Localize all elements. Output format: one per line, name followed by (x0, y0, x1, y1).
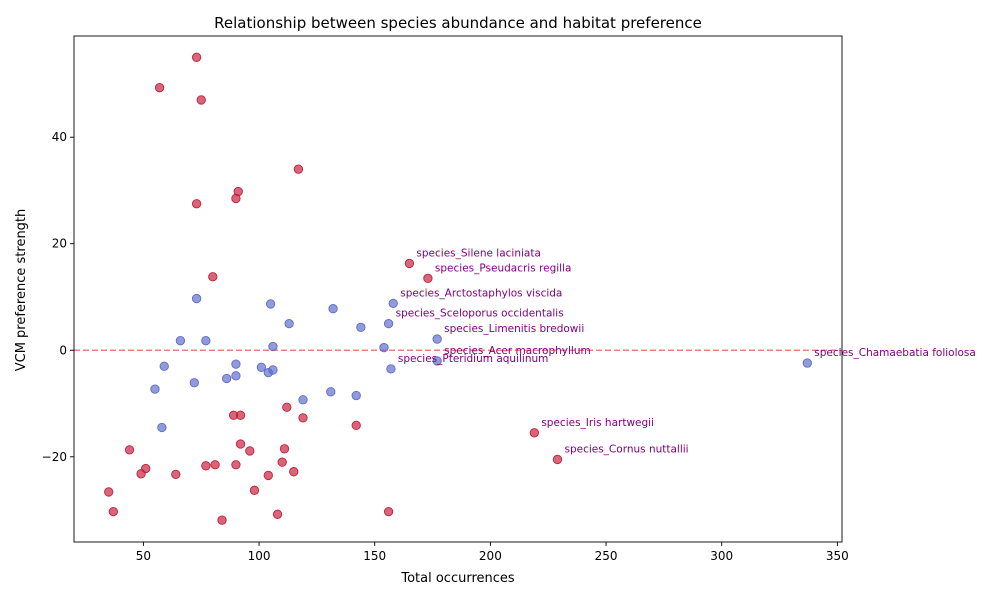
point-annotation: species_Pseudacris regilla (435, 262, 572, 274)
data-point-positive (249, 485, 260, 495)
data-point-negative (150, 384, 160, 394)
x-tick-label: 50 (136, 549, 151, 563)
data-point-negative (191, 293, 202, 304)
data-point-positive (231, 193, 241, 204)
x-tick-label: 250 (595, 549, 618, 563)
data-point-positive (191, 52, 202, 62)
data-point-positive (196, 95, 206, 105)
x-axis-label: Total occurrences (400, 571, 515, 586)
data-point-negative (189, 378, 199, 388)
data-point-positive (235, 410, 246, 420)
point-annotation: species_Chamaebatia foliolosa (814, 347, 976, 359)
y-axis-label: VCM preference strength (14, 209, 29, 372)
point-annotation: species_Acer macrophyllum (444, 345, 591, 357)
data-point-positive (282, 402, 292, 412)
data-point-positive (272, 509, 283, 519)
point-annotation: species_Iris hartwegii (541, 417, 654, 429)
chart-title: Relationship between species abundance a… (214, 14, 702, 32)
x-tick-label: 300 (710, 549, 733, 563)
axes-layer: 50 100 150 200 250 300 350 −20 0 20 40 (42, 35, 849, 563)
data-point-positive (289, 467, 299, 477)
data-point-negative (175, 336, 186, 346)
data-point-negative (328, 304, 338, 314)
data-point-negative (379, 342, 389, 353)
data-point-negative (201, 336, 211, 346)
point-annotation: species_Pteridium aquilinum (398, 353, 548, 365)
data-point-negative (159, 361, 169, 371)
data-point-negative (356, 322, 366, 332)
data-point-negative (231, 371, 241, 381)
data-point-positive (201, 461, 211, 471)
data-point-negative (432, 334, 442, 344)
data-point-positive (235, 439, 246, 449)
data-point-positive (191, 199, 202, 209)
data-point-negative (802, 358, 812, 368)
data-point-positive (277, 457, 287, 467)
data-point-negative (256, 362, 267, 372)
data-point-positive (529, 428, 539, 438)
point-annotation: species_Sceloporus occidentalis (396, 308, 564, 320)
point-annotation: species_Cornus nuttallii (564, 443, 688, 455)
data-point-positive (423, 273, 433, 283)
x-tick-label: 150 (363, 549, 386, 563)
data-point-positive (217, 515, 227, 525)
data-point-positive (154, 83, 165, 93)
data-point-positive (298, 413, 308, 423)
point-annotation: species_Silene laciniata (416, 247, 540, 259)
data-point-positive (552, 454, 563, 465)
x-tick-label: 350 (826, 549, 849, 563)
data-point-negative (386, 364, 396, 374)
data-point-negative (388, 298, 398, 309)
data-point-negative (263, 367, 273, 378)
data-point-positive (263, 470, 273, 481)
data-point-positive (124, 445, 135, 455)
data-point-negative (432, 356, 442, 366)
point-annotation: species_Limenitis bredowii (444, 323, 584, 335)
x-tick-label: 100 (248, 549, 271, 563)
data-point-positive (351, 420, 361, 431)
point-annotation: species_Arctostaphylos viscida (400, 287, 562, 299)
y-tick-label: −20 (42, 450, 67, 464)
x-tick-label: 200 (479, 549, 502, 563)
data-point-positive (210, 460, 220, 470)
data-point-negative (268, 341, 278, 352)
data-point-negative (351, 390, 361, 401)
plot-frame (73, 35, 843, 543)
data-point-positive (245, 446, 255, 456)
data-point-positive (104, 487, 114, 497)
data-point-positive (171, 469, 181, 480)
data-point-positive (231, 460, 241, 470)
data-point-positive (279, 444, 290, 454)
data-point-positive (108, 506, 118, 517)
data-point-negative (231, 359, 241, 369)
annotations-layer: species_Silene laciniata species_Pseudacr… (396, 247, 976, 455)
y-tick-label: 20 (52, 237, 67, 251)
y-tick-label: 0 (59, 343, 67, 357)
data-point-positive (293, 164, 304, 174)
data-point-negative (222, 373, 232, 384)
data-point-negative (157, 422, 167, 433)
data-point-positive (404, 258, 415, 269)
data-point-negative (284, 318, 294, 329)
data-point-negative (326, 387, 336, 397)
data-point-negative (265, 299, 276, 309)
data-point-positive (208, 272, 218, 282)
data-points-layer (104, 52, 812, 525)
y-tick-label: 40 (52, 130, 67, 144)
data-point-negative (383, 318, 394, 329)
data-point-positive (383, 506, 394, 517)
data-point-positive (136, 469, 146, 479)
data-point-negative (298, 395, 308, 405)
